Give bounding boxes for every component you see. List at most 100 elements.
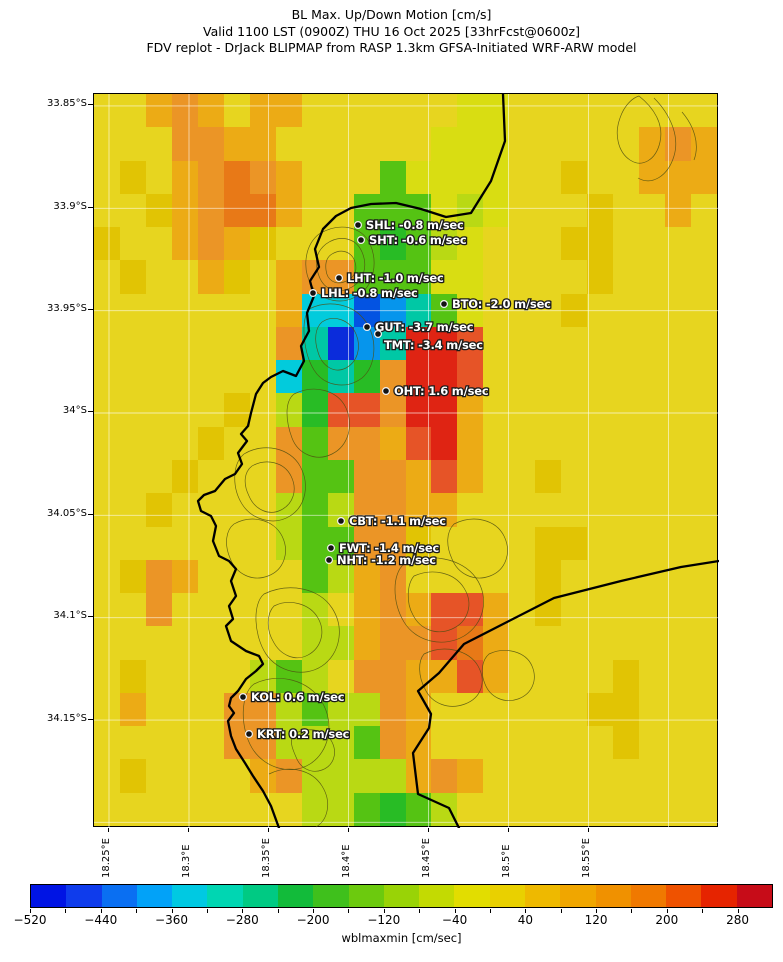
raster-cell — [431, 759, 458, 793]
y-tick-label: 33.95°S — [47, 303, 87, 315]
raster-cell — [665, 792, 692, 826]
raster-cell — [561, 94, 588, 128]
raster-cell — [327, 94, 354, 128]
colorbar-tick-mark — [100, 909, 102, 913]
raster-cell — [535, 193, 562, 228]
raster-cell — [119, 160, 146, 194]
raster-cell — [223, 260, 250, 294]
raster-cell — [613, 759, 640, 793]
raster-cell — [509, 493, 536, 527]
raster-cell — [145, 193, 172, 228]
station-label-fwt: FWT: -1.4 m/sec — [339, 541, 440, 555]
raster-cell — [665, 726, 692, 760]
raster-cell — [249, 460, 276, 494]
raster-cell — [327, 626, 354, 660]
raster-cell — [275, 326, 302, 361]
raster-cell — [301, 559, 328, 594]
raster-cell — [171, 692, 198, 727]
raster-cell — [379, 393, 406, 427]
raster-cell — [613, 227, 640, 261]
y-tick-mark — [88, 718, 93, 720]
raster-cell — [587, 593, 614, 627]
raster-cell — [613, 426, 640, 460]
raster-cell — [197, 393, 224, 427]
raster-cell — [171, 593, 198, 627]
raster-cell — [665, 393, 692, 427]
raster-cell — [457, 692, 484, 727]
raster-grid — [94, 94, 717, 826]
raster-cell — [457, 726, 484, 760]
y-tick-mark — [88, 206, 93, 208]
raster-cell — [613, 160, 640, 194]
figure-titles: BL Max. Up/Down Motion [cm/s] Valid 1100… — [0, 7, 783, 57]
raster-cell — [249, 692, 276, 727]
raster-cell — [457, 626, 484, 660]
raster-cell — [379, 193, 406, 228]
raster-cell — [483, 193, 510, 228]
raster-cell — [691, 227, 717, 261]
raster-cell — [353, 493, 380, 527]
raster-cell — [145, 726, 172, 760]
raster-cell — [171, 559, 198, 594]
raster-cell — [639, 493, 666, 527]
station-dot-nht — [325, 556, 334, 565]
raster-cell — [405, 393, 432, 427]
raster-cell — [535, 526, 562, 560]
raster-cell — [275, 393, 302, 427]
colorbar-swatch — [66, 885, 102, 907]
raster-cell — [353, 360, 380, 394]
raster-cell — [275, 792, 302, 826]
raster-cell — [94, 227, 120, 261]
raster-cell — [353, 726, 380, 760]
raster-cell — [119, 193, 146, 228]
colorbar-tick-mark — [242, 909, 244, 913]
raster-cell — [509, 94, 536, 128]
x-tick-mark — [587, 828, 589, 832]
raster-cell — [379, 426, 406, 460]
raster-cell — [301, 526, 328, 560]
raster-cell — [483, 792, 510, 826]
raster-cell — [94, 659, 120, 693]
raster-cell — [535, 726, 562, 760]
raster-cell — [197, 692, 224, 727]
raster-cell — [639, 526, 666, 560]
raster-cell — [587, 360, 614, 394]
raster-cell — [223, 393, 250, 427]
raster-cell — [431, 493, 458, 527]
raster-cell — [119, 326, 146, 361]
raster-cell — [171, 726, 198, 760]
raster-cell — [535, 792, 562, 826]
raster-cell — [353, 626, 380, 660]
x-tick-mark — [108, 828, 109, 832]
raster-cell — [119, 659, 146, 693]
station-dot-oht — [382, 387, 391, 396]
raster-cell — [561, 692, 588, 727]
raster-cell — [509, 792, 536, 826]
raster-cell — [587, 726, 614, 760]
figure-valid-time: Valid 1100 LST (0900Z) THU 16 Oct 2025 [… — [203, 23, 580, 39]
raster-cell — [353, 94, 380, 128]
colorbar-swatch — [383, 885, 420, 907]
coastline-west — [196, 94, 507, 828]
colorbar-tick-mark — [313, 909, 315, 913]
raster-cell — [145, 593, 172, 627]
raster-cell — [665, 193, 692, 228]
colorbar-tick-mark — [596, 909, 598, 913]
raster-cell — [691, 360, 717, 394]
raster-cell — [223, 94, 250, 128]
raster-cell — [561, 659, 588, 693]
raster-cell — [249, 160, 276, 194]
raster-cell — [223, 593, 250, 627]
raster-cell — [94, 260, 120, 294]
colorbar-swatch — [666, 885, 702, 907]
raster-cell — [639, 260, 666, 294]
raster-cell — [249, 127, 276, 161]
colorbar-tick-label: −440 — [84, 913, 118, 927]
raster-cell — [275, 726, 302, 760]
colorbar-swatch — [313, 885, 349, 907]
raster-cell — [613, 559, 640, 594]
raster-cell — [301, 692, 328, 727]
raster-cell — [94, 526, 120, 560]
raster-cell — [327, 227, 354, 261]
raster-cell — [483, 759, 510, 793]
